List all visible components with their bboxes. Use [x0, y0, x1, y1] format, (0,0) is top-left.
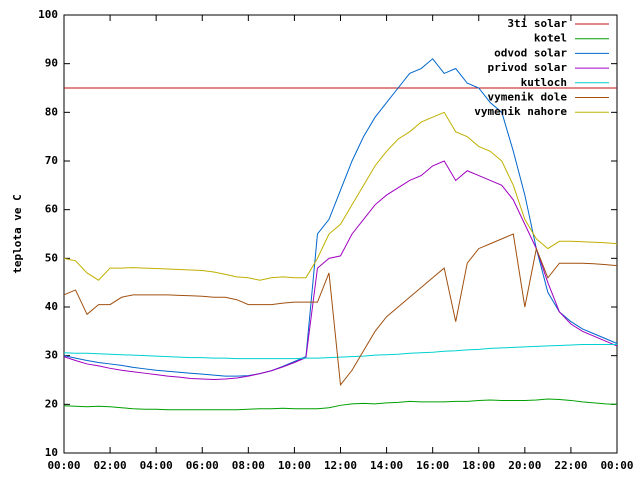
x-tick-label: 08:00 [232, 459, 265, 472]
series-line [63, 111, 618, 281]
legend-label: vymenik nahore [474, 105, 567, 118]
series-line [63, 233, 618, 387]
y-tick-label: 60 [45, 203, 58, 216]
x-tick-label: 16:00 [416, 459, 449, 472]
y-tick-label: 20 [45, 397, 58, 410]
x-tick-label: 10:00 [278, 459, 311, 472]
y-tick-label: 90 [45, 57, 58, 70]
series-line [63, 58, 618, 377]
x-tick-label: 12:00 [324, 459, 357, 472]
x-tick-label: 04:00 [140, 459, 173, 472]
series-line [63, 398, 618, 411]
legend-label: odvod solar [494, 46, 567, 59]
x-tick-label: 22:00 [554, 459, 587, 472]
x-tick-label: 18:00 [462, 459, 495, 472]
legend-label: vymenik dole [488, 91, 568, 104]
y-tick-label: 70 [45, 154, 58, 167]
x-tick-label: 14:00 [370, 459, 403, 472]
x-tick-label: 00:00 [47, 459, 80, 472]
legend-label: kutloch [521, 76, 567, 89]
y-tick-label: 30 [45, 349, 58, 362]
x-tick-label: 00:00 [600, 459, 633, 472]
y-tick-label: 80 [45, 105, 58, 118]
x-tick-label: 06:00 [186, 459, 219, 472]
y-tick-label: 100 [38, 8, 58, 21]
legend-label: privod solar [488, 61, 568, 74]
y-tick-label: 40 [45, 300, 58, 313]
series-line [63, 160, 618, 381]
series-line [63, 343, 617, 360]
legend-label: kotel [534, 32, 567, 45]
legend-label: 3ti solar [507, 17, 567, 30]
x-tick-label: 02:00 [94, 459, 127, 472]
y-tick-label: 10 [45, 446, 58, 459]
x-tick-label: 20:00 [508, 459, 541, 472]
y-tick-label: 50 [45, 251, 58, 264]
y-axis-label: teplota ve C [11, 194, 24, 273]
